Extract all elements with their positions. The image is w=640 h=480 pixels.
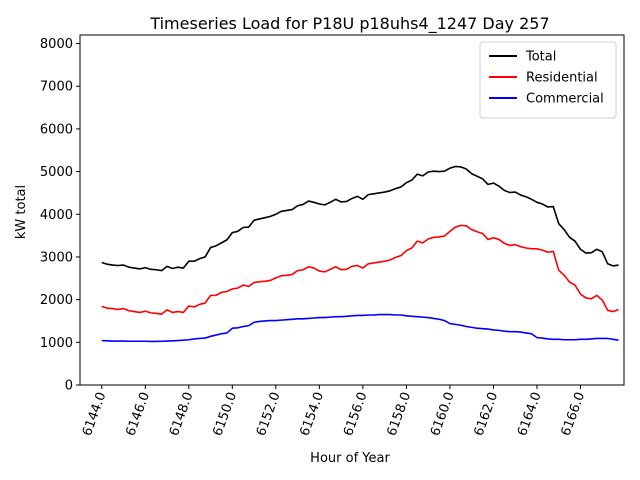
plot-frame	[79, 34, 625, 386]
series-line-total	[101, 165, 619, 272]
y-tick-label: 3000	[40, 250, 73, 265]
series-line-commercial	[101, 313, 619, 343]
x-axis-title: Hour of Year	[310, 451, 390, 466]
legend-label-commercial: Commercial	[526, 92, 604, 107]
y-tick-label: 2000	[40, 293, 73, 308]
legend: Total Residential Commercial	[479, 41, 617, 119]
y-tick-label: 0	[65, 379, 73, 394]
y-tick-label: 7000	[40, 80, 73, 95]
y-tick-label: 1000	[40, 336, 73, 351]
chart-title: Timeseries Load for P18U p18uhs4_1247 Da…	[149, 14, 549, 34]
y-axis-title: kW total	[14, 185, 29, 239]
y-tick-label: 5000	[40, 165, 73, 180]
y-tick-label: 6000	[40, 122, 73, 137]
series-layer	[101, 165, 619, 343]
series-line-residential	[101, 224, 619, 315]
y-axis: 0 1000 2000 3000 4000 5000 6000 7000 8000	[40, 37, 80, 394]
legend-label-residential: Residential	[526, 71, 598, 86]
legend-label-total: Total	[525, 50, 556, 65]
y-tick-label: 8000	[40, 37, 73, 52]
y-tick-label: 4000	[40, 208, 73, 223]
